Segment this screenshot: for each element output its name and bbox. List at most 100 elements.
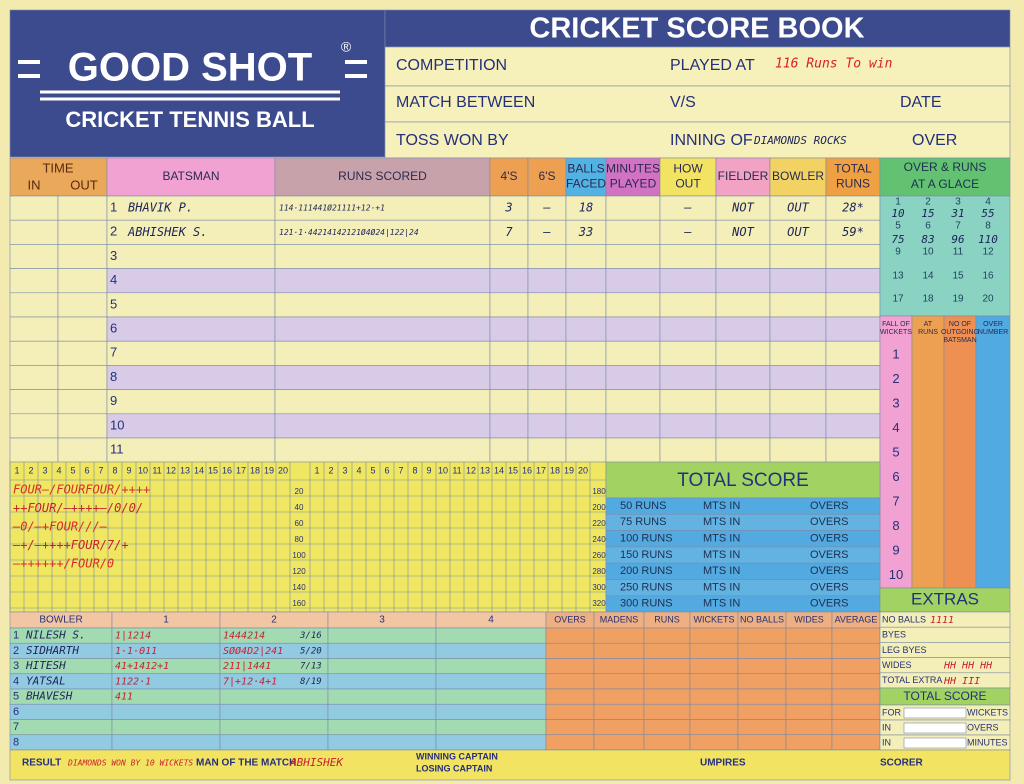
- label: 6: [892, 469, 899, 484]
- column-header: 1: [163, 615, 169, 626]
- handwriting: DIAMONDS WON BY 10 WICKETS: [67, 759, 193, 768]
- cell: [565, 195, 607, 221]
- row-number: 3: [110, 248, 117, 263]
- ball-number: 3: [42, 465, 47, 475]
- handwriting: HH III: [943, 676, 980, 687]
- cell: [274, 244, 491, 269]
- label: 300 RUNS: [620, 598, 673, 610]
- handwriting: —: [542, 201, 551, 215]
- label: 9: [892, 542, 899, 557]
- cell: [106, 195, 276, 221]
- cell: [57, 340, 108, 366]
- column-header: BATSMAN: [162, 169, 219, 183]
- label: BYES: [882, 630, 906, 640]
- ball-number: 19: [564, 465, 574, 475]
- column-header: BALLS: [567, 162, 604, 176]
- cell: [593, 719, 645, 736]
- cell: [785, 642, 833, 659]
- cell: [643, 719, 691, 736]
- cell: [9, 365, 59, 390]
- label: 8: [892, 518, 899, 533]
- column-header: OUTGOING: [941, 329, 979, 336]
- label: OVERS: [810, 549, 849, 561]
- ball-number: 10: [438, 465, 448, 475]
- cell: [545, 734, 595, 751]
- header-cell: [605, 461, 881, 499]
- label: MTS IN: [703, 533, 740, 545]
- column-header: 2: [271, 615, 277, 626]
- cell: [769, 316, 827, 342]
- handwriting: 33: [578, 225, 593, 239]
- cell: [57, 292, 108, 318]
- cell: [605, 389, 661, 415]
- cell: [111, 719, 221, 736]
- cell: [545, 719, 595, 736]
- column-header: OUT: [675, 177, 701, 191]
- label: MINUTES: [967, 737, 1008, 747]
- cell: [219, 719, 329, 736]
- header-cell: [9, 157, 108, 197]
- cell: [825, 195, 881, 221]
- cell: [737, 658, 787, 675]
- label: MAN OF THE MATCH: [196, 758, 296, 769]
- cell: [106, 244, 276, 269]
- handwriting: 116 Runs To win: [775, 57, 892, 72]
- label: 250 RUNS: [620, 581, 673, 593]
- header-cell: [769, 157, 827, 197]
- label: OVER & RUNS: [904, 160, 987, 174]
- ball-number: 9: [426, 465, 431, 475]
- ball-number: 12: [166, 465, 176, 475]
- label: 150 RUNS: [620, 549, 673, 561]
- entry-box: [903, 707, 967, 719]
- ball-number: 19: [264, 465, 274, 475]
- cell: [605, 268, 661, 294]
- cell: [489, 244, 529, 269]
- cell: [831, 673, 881, 690]
- cell: [785, 703, 833, 720]
- ball-number: 2: [28, 465, 33, 475]
- cell: [659, 316, 717, 342]
- handwriting: OUT: [787, 201, 809, 215]
- label: MTS IN: [703, 549, 740, 561]
- cell: [565, 244, 607, 269]
- column-header: PLAYED: [610, 177, 657, 191]
- cell: [527, 340, 567, 366]
- cell: [545, 642, 595, 659]
- handwriting: NOT: [731, 225, 754, 239]
- cell: [527, 365, 567, 390]
- cell: [57, 268, 108, 294]
- column-header: NO OF: [949, 321, 971, 328]
- cell: [274, 413, 491, 439]
- cell: [605, 437, 661, 463]
- label: WIDES: [882, 660, 912, 670]
- cell: [715, 413, 771, 439]
- label: 20: [982, 294, 994, 305]
- brand-subtitle: CRICKET TENNIS BALL: [65, 107, 314, 132]
- run-total: 160: [292, 599, 306, 608]
- cell: [689, 658, 739, 675]
- label: INNING OF: [670, 132, 753, 149]
- over-grid: [9, 461, 607, 613]
- label: WICKETS: [967, 707, 1008, 717]
- cell: [9, 389, 59, 415]
- label: AT A GLACE: [911, 177, 979, 191]
- label: 18: [922, 294, 934, 305]
- cell: [565, 316, 607, 342]
- label: IN: [882, 722, 891, 732]
- cell: [57, 365, 108, 390]
- column-header: OVERS: [554, 614, 586, 624]
- cell: [593, 658, 645, 675]
- label: TOTAL SCORE: [677, 470, 809, 491]
- cell: [737, 688, 787, 705]
- cell: [715, 316, 771, 342]
- cell: [605, 219, 661, 245]
- ball-number: 17: [236, 465, 246, 475]
- label: 100 RUNS: [620, 533, 673, 545]
- cell: [825, 365, 881, 390]
- ball-number: 4: [356, 465, 361, 475]
- cell: [643, 734, 691, 751]
- cell: [489, 219, 529, 245]
- ball-number: 5: [70, 465, 75, 475]
- label: 2: [892, 371, 899, 386]
- row-number: 9: [110, 393, 117, 408]
